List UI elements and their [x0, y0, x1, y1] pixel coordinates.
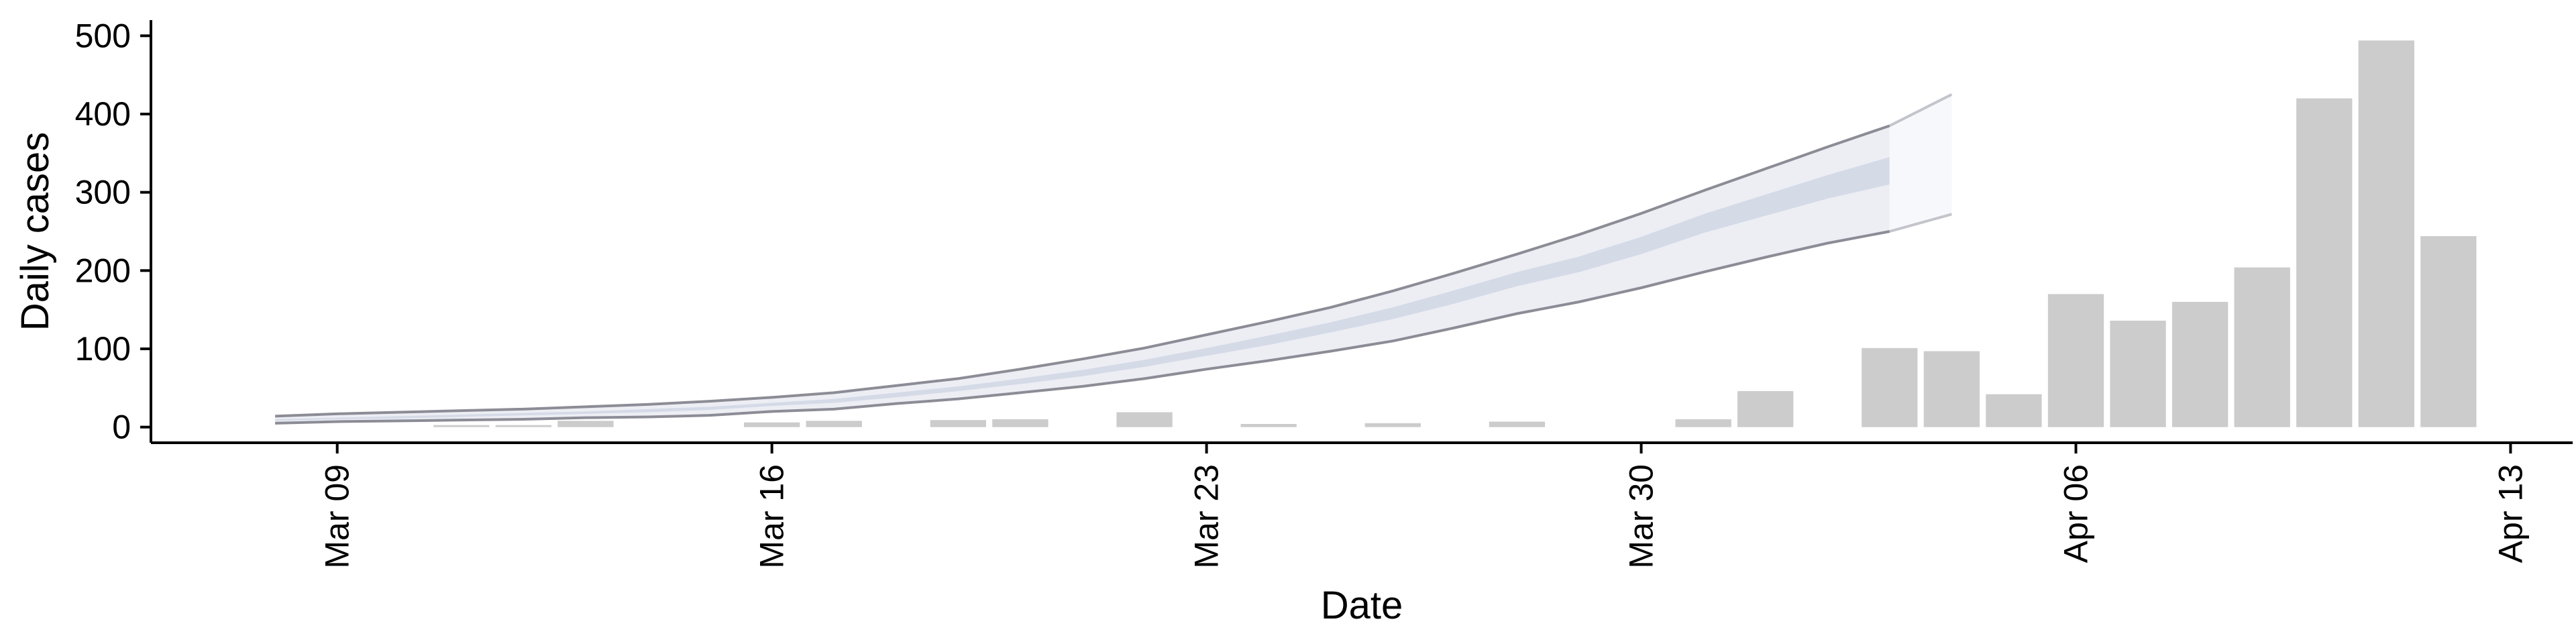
bar — [930, 420, 986, 427]
bar — [1923, 351, 1980, 427]
bar — [1986, 394, 2042, 427]
projection-band — [275, 93, 1953, 425]
y-tick-label: 500 — [75, 17, 131, 54]
y-tick-label: 100 — [75, 330, 131, 368]
bar — [433, 425, 490, 427]
x-tick-label: Apr 06 — [2057, 464, 2094, 563]
x-axis-title: Date — [1321, 584, 1403, 627]
y-tick-label: 0 — [112, 409, 131, 446]
y-ticks: 0 100 200 300 400 500 — [75, 17, 151, 446]
band-outer-area — [275, 125, 1890, 423]
bar — [806, 421, 862, 427]
y-axis-title: Daily cases — [13, 132, 57, 331]
bar — [2358, 40, 2414, 427]
y-tick-label: 300 — [75, 174, 131, 211]
x-tick-label: Mar 23 — [1188, 464, 1226, 569]
bar — [2171, 302, 2229, 427]
bar — [2420, 236, 2477, 427]
x-ticks: Mar 09 Mar 16 Mar 23 Mar 30 Apr 06 Apr 13 — [319, 443, 2529, 569]
bar — [1675, 419, 1731, 427]
bar-series — [433, 40, 2477, 427]
y-tick-label: 200 — [75, 252, 131, 289]
bar — [1116, 412, 1173, 427]
bar — [2110, 321, 2166, 427]
bar — [495, 425, 552, 427]
bar — [2234, 267, 2290, 427]
bar — [557, 421, 614, 427]
bar — [2047, 294, 2104, 427]
band-forecast-area — [1889, 94, 1952, 231]
y-tick-label: 400 — [75, 95, 131, 133]
bar — [1489, 421, 1546, 427]
band-lower-line — [275, 230, 1890, 425]
band-forecast-lower-line — [1889, 213, 1952, 233]
bar — [2296, 98, 2353, 427]
band-upper-line — [275, 124, 1890, 418]
x-tick-label: Mar 16 — [753, 464, 791, 569]
bar — [1862, 347, 1918, 427]
bar — [992, 419, 1049, 427]
axes — [150, 20, 2573, 444]
bar — [1364, 423, 1421, 427]
bar — [1240, 424, 1297, 427]
bar — [743, 422, 800, 427]
x-tick-label: Apr 13 — [2491, 464, 2529, 563]
bar — [1737, 391, 1794, 427]
band-forecast-upper-line — [1888, 93, 1953, 127]
x-tick-label: Mar 30 — [1623, 464, 1660, 569]
x-tick-label: Mar 09 — [319, 464, 356, 569]
